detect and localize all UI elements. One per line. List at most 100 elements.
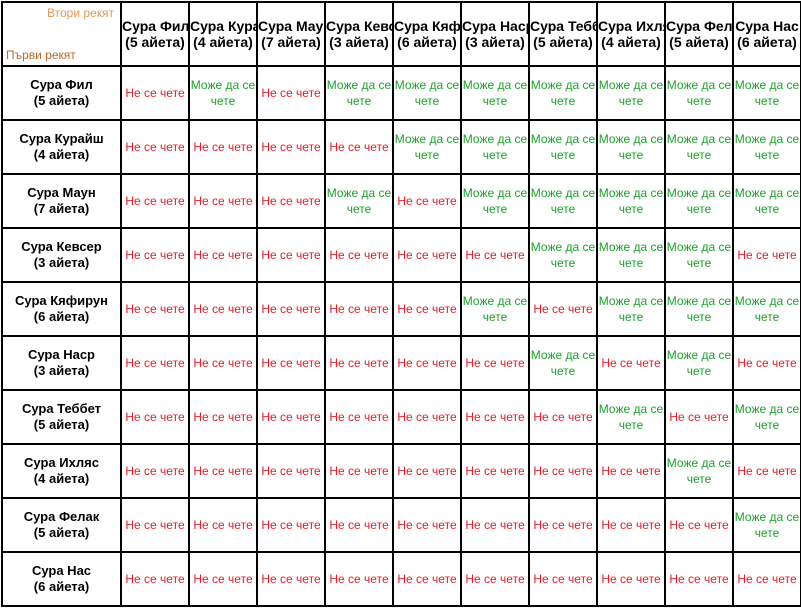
column-header: Сура Маун (7 айета) — [256, 1, 326, 67]
not-allowed-cell: Не се чете — [256, 227, 326, 283]
column-verse-count: (5 айета) — [125, 34, 185, 50]
not-allowed-cell: Не се чете — [460, 551, 530, 607]
allowed-cell: Може да се чете — [732, 173, 801, 229]
column-header: Сура Теббет(5 айета) — [528, 1, 598, 67]
row-surah-name: Сура Кевсер — [21, 239, 102, 254]
row-header: Сура Фил (5 айета) — [1, 65, 122, 121]
table-row: Сура Курайш (4 айета) Не се чете Не се чете… — [1, 119, 801, 175]
not-allowed-cell: Не се чете — [528, 551, 598, 607]
row-verse-count: (5 айета) — [33, 525, 90, 540]
not-allowed-cell: Не се чете — [392, 497, 462, 553]
allowed-cell: Може да се чете — [596, 389, 666, 445]
not-allowed-cell: Не се чете — [392, 227, 462, 283]
not-allowed-cell: Не се чете — [256, 65, 326, 121]
not-allowed-cell: Не се чете — [324, 551, 394, 607]
row-surah-name: Сура Наср — [27, 347, 96, 362]
not-allowed-cell: Не се чете — [596, 551, 666, 607]
column-header: Сура Курайш(4 айета) — [188, 1, 258, 67]
not-allowed-cell: Не се чете — [460, 227, 530, 283]
not-allowed-cell: Не се чете — [528, 389, 598, 445]
not-allowed-cell: Не се чете — [324, 443, 394, 499]
header-row: Втори рекят Първи рекят Сура Фил (5 айета… — [1, 1, 801, 67]
allowed-cell: Може да се чете — [664, 173, 734, 229]
not-allowed-cell: Не се чете — [120, 173, 190, 229]
not-allowed-cell: Не се чете — [664, 551, 734, 607]
column-surah-name: Сура Теббет — [530, 18, 595, 34]
column-surah-name: Сура Нас — [735, 18, 799, 34]
table-row: Сура Маун (7 айета) Не се чете Не се чете Не… — [1, 173, 801, 229]
not-allowed-cell: Не се чете — [256, 551, 326, 607]
allowed-cell: Може да се чете — [528, 119, 598, 175]
row-header: Сура Наср (3 айета) — [1, 335, 122, 391]
not-allowed-cell: Не се чете — [120, 497, 190, 553]
not-allowed-cell: Не се чете — [664, 497, 734, 553]
column-surah-name: Сура Курайш — [190, 18, 255, 34]
table-row: Сура Теббет (5 айета) Не се чете Не се чете… — [1, 389, 801, 445]
not-allowed-cell: Не се чете — [392, 335, 462, 391]
not-allowed-cell: Не се чете — [256, 443, 326, 499]
not-allowed-cell: Не се чете — [324, 389, 394, 445]
not-allowed-cell: Не се чете — [392, 173, 462, 229]
allowed-cell: Може да се чете — [664, 281, 734, 337]
column-surah-name: Сура Наср — [462, 18, 529, 34]
row-header: Сура Нас (6 айета) — [1, 551, 122, 607]
row-verse-count: (3 айета) — [33, 363, 90, 378]
row-surah-name: Сура Курайш — [19, 131, 104, 146]
not-allowed-cell: Не се чете — [120, 227, 190, 283]
not-allowed-cell: Не се чете — [732, 551, 801, 607]
row-verse-count: (4 айета) — [33, 147, 90, 162]
not-allowed-cell: Не се чете — [188, 497, 258, 553]
not-allowed-cell: Не се чете — [528, 497, 598, 553]
column-header: Сура Кяфирун(6 айета) — [392, 1, 462, 67]
allowed-cell: Може да се чете — [528, 65, 598, 121]
table-row: Сура Фил (5 айета) Не се чете Може да се че… — [1, 65, 801, 121]
not-allowed-cell: Не се чете — [256, 173, 326, 229]
allowed-cell: Може да се чете — [732, 389, 801, 445]
column-header: Сура Нас (6 айета) — [732, 1, 801, 67]
not-allowed-cell: Не се чете — [528, 281, 598, 337]
allowed-cell: Може да се чете — [732, 497, 801, 553]
not-allowed-cell: Не се чете — [188, 551, 258, 607]
not-allowed-cell: Не се чете — [256, 335, 326, 391]
not-allowed-cell: Не се чете — [596, 335, 666, 391]
row-verse-count: (6 айета) — [33, 309, 90, 324]
not-allowed-cell: Не се чете — [188, 335, 258, 391]
not-allowed-cell: Не се чете — [460, 335, 530, 391]
row-header: Сура Кяфирун (6 айета) — [1, 281, 122, 337]
not-allowed-cell: Не се чете — [256, 119, 326, 175]
column-header: Сура Наср (3 айета) — [460, 1, 530, 67]
not-allowed-cell: Не се чете — [460, 389, 530, 445]
row-surah-name: Сура Теббет — [21, 401, 102, 416]
not-allowed-cell: Не се чете — [324, 119, 394, 175]
not-allowed-cell: Не се чете — [528, 443, 598, 499]
column-surah-name: Сура Ихляс — [598, 18, 663, 34]
not-allowed-cell: Не се чете — [392, 551, 462, 607]
allowed-cell: Може да се чете — [664, 443, 734, 499]
column-verse-count: (3 айета) — [465, 34, 525, 50]
row-verse-count: (5 айета) — [33, 417, 90, 432]
allowed-cell: Може да се чете — [664, 119, 734, 175]
allowed-cell: Може да се чете — [596, 65, 666, 121]
allowed-cell: Може да се чете — [324, 65, 394, 121]
row-surah-name: Сура Фил — [30, 77, 93, 92]
not-allowed-cell: Не се чете — [120, 551, 190, 607]
table-row: Сура Кяфирун (6 айета) Не се чете Не се чет… — [1, 281, 801, 337]
not-allowed-cell: Не се чете — [120, 389, 190, 445]
not-allowed-cell: Не се чете — [188, 173, 258, 229]
allowed-cell: Може да се чете — [664, 335, 734, 391]
table-row: Сура Нас (6 айета) Не се чете Не се чете Не … — [1, 551, 801, 607]
row-surah-name: Сура Нас — [31, 563, 92, 578]
column-verse-count: (4 айета) — [193, 34, 253, 50]
not-allowed-cell: Не се чете — [460, 443, 530, 499]
not-allowed-cell: Не се чете — [732, 443, 801, 499]
table-row: Сура Фелак (5 айета) Не се чете Не се чете Н… — [1, 497, 801, 553]
column-verse-count: (6 айета) — [737, 34, 797, 50]
row-header: Сура Теббет (5 айета) — [1, 389, 122, 445]
not-allowed-cell: Не се чете — [392, 281, 462, 337]
row-verse-count: (6 айета) — [33, 579, 90, 594]
not-allowed-cell: Не се чете — [120, 443, 190, 499]
not-allowed-cell: Не се чете — [596, 443, 666, 499]
allowed-cell: Може да се чете — [392, 119, 462, 175]
column-verse-count: (5 айета) — [669, 34, 729, 50]
not-allowed-cell: Не се чете — [324, 281, 394, 337]
